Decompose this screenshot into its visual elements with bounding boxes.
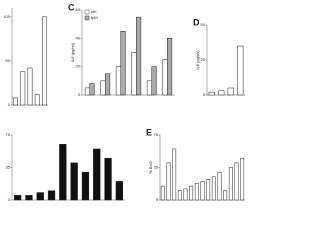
y-tick-label: 40: [76, 35, 81, 40]
bar: [160, 185, 165, 201]
bar: [211, 176, 216, 201]
bar: [84, 87, 90, 96]
bar: [89, 83, 95, 96]
bar: [237, 45, 244, 96]
y-tick-label: 25: [201, 57, 206, 62]
bar: [105, 73, 111, 96]
bar: [13, 97, 19, 106]
y-axis-label: IL6 (pg/ml): [195, 50, 200, 70]
bar: [120, 31, 126, 96]
bar: [234, 162, 239, 201]
y-tick-label: 50: [6, 58, 11, 63]
bar: [104, 157, 112, 201]
bar: [194, 183, 199, 201]
bar: [223, 190, 228, 201]
bar: [70, 162, 78, 201]
y-tick-label: 70: [6, 132, 11, 137]
y-tick-label: 35: [6, 165, 11, 170]
y-tick-label: 60: [76, 7, 81, 12]
y-tick-label: 20: [76, 64, 81, 69]
y-tick-label: 0: [203, 92, 206, 97]
bar: [217, 171, 222, 201]
bar: [172, 148, 177, 201]
bar: [47, 190, 56, 201]
bar: [151, 66, 157, 96]
bar: [166, 162, 171, 201]
bar: [93, 148, 101, 201]
bar: [218, 90, 225, 96]
legend-label: ctrl: [91, 9, 96, 14]
y-axis-label: IL6 (pg/ml): [70, 42, 75, 62]
panel-label: C: [68, 2, 75, 12]
bar: [162, 59, 168, 96]
bar: [20, 71, 26, 106]
y-tick-label: 100: [3, 14, 10, 19]
y-tick-label: 0: [8, 197, 11, 202]
bar: [208, 91, 215, 96]
bar: [189, 185, 194, 201]
bar: [228, 167, 233, 201]
bar: [177, 190, 182, 201]
y-tick-label: 0: [8, 102, 11, 107]
legend-swatch: [84, 9, 90, 15]
bar: [146, 80, 153, 96]
bar: [115, 66, 121, 96]
bar: [25, 195, 33, 201]
bar: [131, 52, 137, 96]
bar: [27, 67, 33, 106]
bar: [115, 181, 123, 201]
bar: [183, 188, 188, 201]
y-tick-label: 50: [201, 22, 206, 27]
bar: [240, 157, 245, 201]
bar: [59, 144, 67, 201]
bar: [100, 80, 106, 96]
bar: [36, 192, 44, 201]
panel-label: E: [146, 127, 152, 137]
y-tick-label: 0: [78, 92, 81, 97]
bar: [206, 179, 211, 201]
bar: [136, 16, 142, 96]
bar: [41, 16, 47, 106]
bar: [34, 94, 40, 106]
y-tick-label: 70: [154, 132, 159, 137]
bar: [200, 181, 205, 201]
bar: [81, 171, 90, 201]
y-axis-label: % Bcl2: [148, 161, 153, 174]
bar: [167, 38, 173, 96]
panel-label: D: [193, 17, 200, 27]
y-tick-label: 35: [154, 165, 159, 170]
legend-swatch: [84, 15, 90, 21]
bar: [227, 87, 234, 96]
legend-label: tpM: [91, 15, 98, 20]
bar: [14, 195, 22, 201]
y-tick-label: 0: [156, 197, 159, 202]
